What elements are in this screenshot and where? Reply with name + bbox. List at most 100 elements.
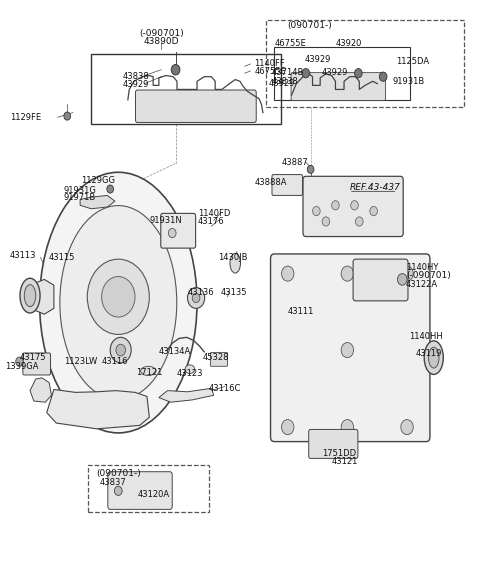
Bar xyxy=(275,47,410,100)
Circle shape xyxy=(341,343,354,357)
Text: 43111: 43111 xyxy=(288,307,314,316)
Circle shape xyxy=(87,259,149,335)
Circle shape xyxy=(171,65,180,75)
Circle shape xyxy=(341,266,354,281)
Text: 46755E: 46755E xyxy=(254,67,286,76)
Text: (-090701): (-090701) xyxy=(139,29,184,38)
Text: (-090701): (-090701) xyxy=(406,271,451,281)
FancyBboxPatch shape xyxy=(353,259,408,301)
Circle shape xyxy=(332,201,339,210)
Ellipse shape xyxy=(20,278,40,313)
Text: 43136: 43136 xyxy=(188,288,214,297)
Circle shape xyxy=(355,69,362,78)
Circle shape xyxy=(401,420,413,435)
Circle shape xyxy=(302,69,310,78)
Circle shape xyxy=(401,266,413,281)
Text: 45328: 45328 xyxy=(203,353,229,362)
FancyBboxPatch shape xyxy=(303,176,403,236)
Ellipse shape xyxy=(185,365,195,374)
Circle shape xyxy=(307,165,314,173)
Circle shape xyxy=(322,217,330,226)
Circle shape xyxy=(192,293,200,303)
Text: 46755E: 46755E xyxy=(275,38,306,48)
FancyBboxPatch shape xyxy=(135,90,256,122)
Circle shape xyxy=(107,185,114,193)
Text: (090701-): (090701-) xyxy=(96,469,141,478)
Text: 1140HH: 1140HH xyxy=(409,332,443,340)
Circle shape xyxy=(64,112,71,120)
Bar xyxy=(266,20,464,107)
FancyBboxPatch shape xyxy=(108,472,172,509)
Text: 1140FF: 1140FF xyxy=(254,59,285,69)
Circle shape xyxy=(16,357,24,366)
Circle shape xyxy=(351,201,359,210)
Text: 43120A: 43120A xyxy=(137,491,169,499)
Text: 43113: 43113 xyxy=(10,251,36,260)
Circle shape xyxy=(116,345,125,356)
Circle shape xyxy=(188,288,204,308)
Circle shape xyxy=(110,338,131,363)
FancyBboxPatch shape xyxy=(309,430,358,459)
Text: 91931G: 91931G xyxy=(63,186,96,195)
Text: 43714B: 43714B xyxy=(272,68,304,77)
Circle shape xyxy=(168,229,176,237)
Text: REF.43-437: REF.43-437 xyxy=(350,183,401,193)
Text: 43135: 43135 xyxy=(221,288,247,297)
Text: 43116: 43116 xyxy=(102,357,128,366)
Ellipse shape xyxy=(230,253,240,273)
Text: 43929: 43929 xyxy=(269,79,295,88)
Text: 43116C: 43116C xyxy=(209,384,241,393)
Text: 43176: 43176 xyxy=(198,217,225,226)
Polygon shape xyxy=(26,279,54,314)
Text: 43920: 43920 xyxy=(336,38,362,48)
Polygon shape xyxy=(159,388,214,402)
Text: 43887: 43887 xyxy=(282,158,309,167)
Ellipse shape xyxy=(424,341,444,374)
Circle shape xyxy=(341,420,354,435)
Text: 43838: 43838 xyxy=(123,72,150,81)
Circle shape xyxy=(370,207,377,216)
Ellipse shape xyxy=(60,205,177,400)
Text: 91931B: 91931B xyxy=(393,77,425,86)
Polygon shape xyxy=(30,378,51,402)
Text: 43134A: 43134A xyxy=(159,347,191,356)
Circle shape xyxy=(281,420,294,435)
Text: 43115: 43115 xyxy=(49,253,75,262)
Circle shape xyxy=(102,276,135,317)
Text: 1339GA: 1339GA xyxy=(5,362,39,371)
Circle shape xyxy=(379,72,387,81)
FancyBboxPatch shape xyxy=(23,353,50,375)
Text: 43175: 43175 xyxy=(20,353,46,362)
Text: 17121: 17121 xyxy=(136,368,162,377)
Text: 1129FE: 1129FE xyxy=(10,113,41,122)
Circle shape xyxy=(356,217,363,226)
Circle shape xyxy=(115,486,122,495)
Ellipse shape xyxy=(39,172,197,433)
Bar xyxy=(91,54,281,124)
FancyBboxPatch shape xyxy=(210,352,228,366)
FancyBboxPatch shape xyxy=(291,73,385,101)
Bar xyxy=(88,465,208,512)
FancyBboxPatch shape xyxy=(272,175,302,196)
Text: 1751DD: 1751DD xyxy=(322,449,356,457)
Circle shape xyxy=(281,266,294,281)
Text: 43123: 43123 xyxy=(177,369,204,378)
Ellipse shape xyxy=(429,347,439,368)
Text: 43888A: 43888A xyxy=(254,178,287,187)
Polygon shape xyxy=(80,196,115,209)
Text: 43890D: 43890D xyxy=(144,37,179,47)
Text: 43122A: 43122A xyxy=(406,279,438,289)
Ellipse shape xyxy=(24,285,36,307)
Text: 91971B: 91971B xyxy=(63,193,96,203)
Text: 1129GG: 1129GG xyxy=(82,176,116,186)
Text: 91931N: 91931N xyxy=(149,216,182,225)
FancyBboxPatch shape xyxy=(161,214,196,248)
FancyBboxPatch shape xyxy=(271,254,430,442)
Text: 43119: 43119 xyxy=(416,349,442,358)
Circle shape xyxy=(397,274,407,285)
Circle shape xyxy=(312,207,320,216)
Text: 1140HY: 1140HY xyxy=(406,263,438,272)
Text: 43121: 43121 xyxy=(332,457,358,466)
Text: 1140FD: 1140FD xyxy=(198,210,230,218)
Text: 43837: 43837 xyxy=(99,478,126,487)
